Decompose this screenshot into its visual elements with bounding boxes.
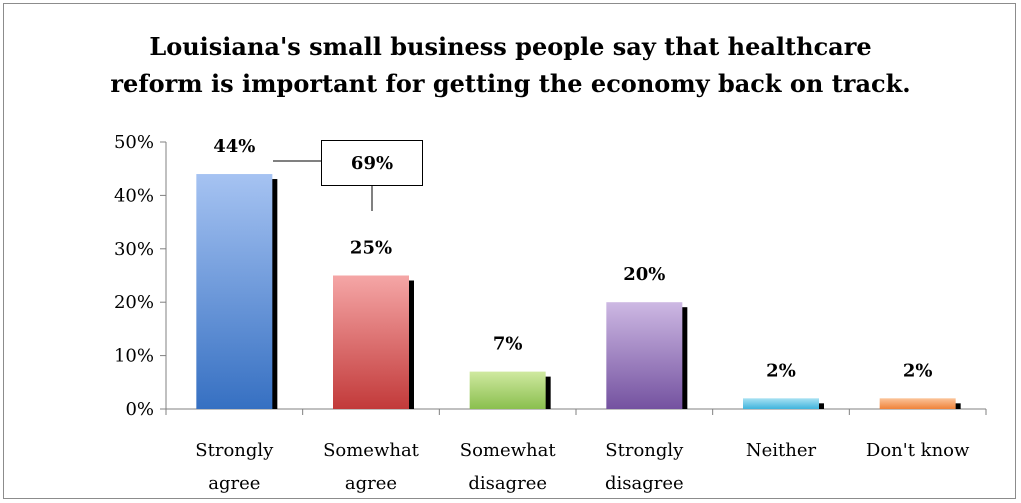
y-tick-label: 50% — [114, 132, 154, 153]
data-label: 20% — [623, 264, 665, 285]
category-label: disagree — [468, 473, 547, 494]
category-label: disagree — [605, 473, 684, 494]
category-label: agree — [345, 473, 397, 494]
category-label: agree — [208, 473, 260, 494]
chart-title-line-2: reform is important for getting the econ… — [110, 69, 911, 98]
chart-title-line-1: Louisiana's small business people say th… — [149, 32, 872, 61]
y-tick-label: 40% — [114, 185, 154, 206]
data-label: 7% — [493, 334, 523, 355]
data-label: 44% — [213, 136, 255, 157]
bar — [196, 174, 273, 409]
combined-agree-callout: 69% — [321, 140, 423, 186]
bar — [879, 398, 956, 409]
bar — [333, 275, 409, 409]
data-label: 2% — [766, 360, 796, 381]
data-label: 25% — [350, 238, 392, 259]
y-tick-label: 20% — [114, 292, 154, 313]
category-label: Somewhat — [460, 440, 557, 461]
chart-title: Louisiana's small business people say th… — [0, 28, 1021, 102]
category-label: Strongly — [605, 440, 684, 461]
y-tick-label: 0% — [125, 399, 154, 420]
chart-frame — [3, 3, 1016, 499]
y-tick-label: 30% — [114, 239, 154, 260]
category-label: Somewhat — [323, 440, 420, 461]
data-label: 2% — [903, 360, 933, 381]
category-label: Don't know — [866, 440, 970, 461]
category-label: Strongly — [195, 440, 274, 461]
category-label: Neither — [746, 440, 817, 461]
y-tick-label: 10% — [114, 346, 154, 367]
bar — [743, 398, 819, 409]
bar — [469, 371, 546, 409]
bar — [606, 302, 683, 409]
